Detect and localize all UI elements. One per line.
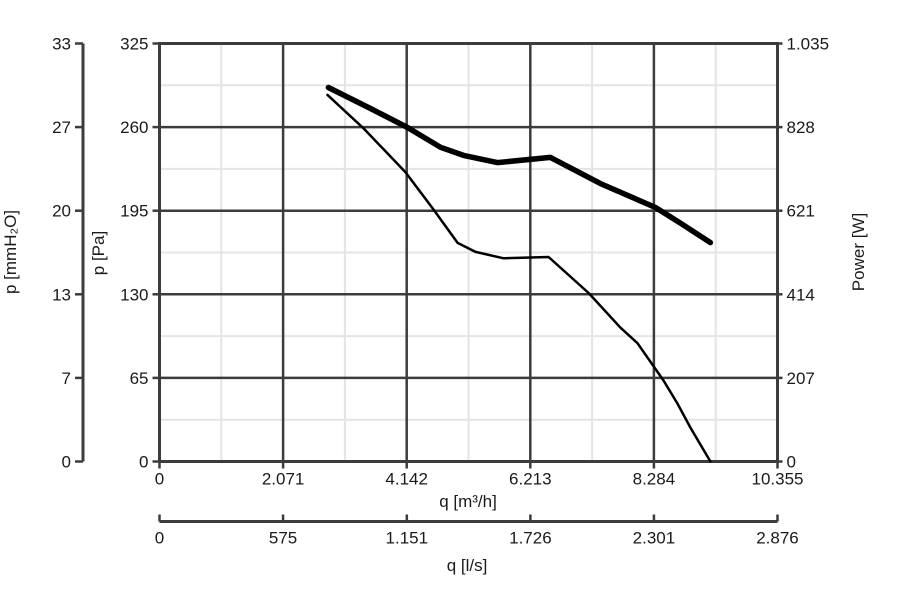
flow-m3h-axis-title: q [m³/h] <box>439 492 497 511</box>
mmh2o-tick-label: 20 <box>52 202 71 221</box>
pressure-curve <box>326 93 712 463</box>
power-tick-label: 1.035 <box>787 35 830 54</box>
flow-ls-axis-title: q [l/s] <box>447 556 488 575</box>
flow-m3h-tick-label: 2.071 <box>262 470 305 489</box>
pa-tick-label: 0 <box>139 453 148 472</box>
power-tick-label: 621 <box>787 202 815 221</box>
flow-ls-tick-label: 1.151 <box>386 529 429 548</box>
pa-tick-label: 65 <box>130 369 149 388</box>
mmh2o-tick-label: 33 <box>52 35 71 54</box>
plot-border <box>158 42 779 463</box>
pa-tick-label: 130 <box>120 285 148 304</box>
flow-m3h-tick-label: 8.284 <box>633 470 676 489</box>
flow-m3h-tick-label: 4.142 <box>385 470 428 489</box>
power-tick-label: 0 <box>787 453 796 472</box>
flow-ls-tick-label: 1.726 <box>509 529 552 548</box>
power-tick-label: 828 <box>787 118 815 137</box>
flow-m3h-tick-label: 10.355 <box>752 470 804 489</box>
flow-ls-tick-label: 2.876 <box>756 529 799 548</box>
flow-m3h-tick-label: 0 <box>155 470 164 489</box>
pa-axis-title: p [Pa] <box>89 231 108 275</box>
power-curve <box>325 84 714 246</box>
flow-ls-tick-label: 0 <box>155 529 164 548</box>
pa-tick-label: 195 <box>120 202 148 221</box>
mmh2o-tick-label: 0 <box>62 453 71 472</box>
mmh2o-tick-label: 27 <box>52 118 71 137</box>
pa-tick-label: 325 <box>120 35 148 54</box>
flow-ls-tick-label: 575 <box>269 529 297 548</box>
mmh2o-tick-label: 7 <box>62 369 71 388</box>
pa-tick-label: 260 <box>120 118 148 137</box>
mmh2o-tick-label: 13 <box>52 285 71 304</box>
power-tick-label: 207 <box>787 369 815 388</box>
flow-ls-tick-label: 2.301 <box>633 529 676 548</box>
flow-m3h-tick-label: 6.213 <box>509 470 552 489</box>
power-tick-label: 414 <box>787 285 815 304</box>
power-axis-title: Power [W] <box>849 213 868 291</box>
mmh2o-axis-title: p [mmH₂O] <box>1 210 20 294</box>
